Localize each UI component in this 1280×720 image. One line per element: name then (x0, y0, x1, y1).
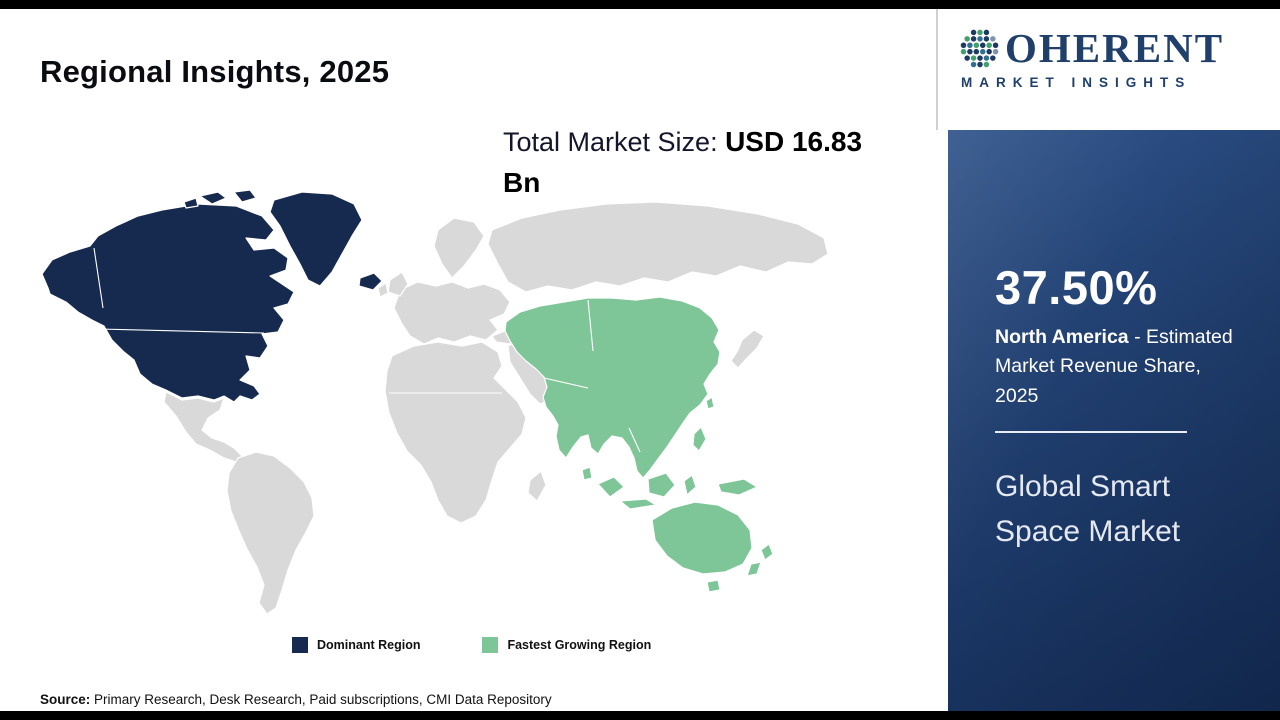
land-australia (651, 501, 753, 575)
land-philippines (692, 426, 707, 452)
land-arctic-island-3 (183, 197, 199, 209)
right-info-panel: 37.50% North America - Estimated Market … (948, 130, 1280, 720)
land-arctic-island-1 (199, 191, 227, 205)
land-new-guinea (717, 478, 758, 496)
land-ireland (377, 282, 389, 298)
land-russia (487, 201, 829, 293)
land-central-south-east-asia (504, 296, 721, 479)
page-title: Regional Insights, 2025 (40, 53, 390, 89)
logo-globe-c-icon (960, 29, 999, 68)
land-new-zealand-north (760, 543, 774, 561)
land-java (619, 498, 657, 510)
border-us-canada (97, 328, 265, 334)
land-sulawesi (683, 474, 697, 496)
land-iceland (358, 272, 383, 291)
land-south-america (226, 451, 315, 615)
region-asia-pacific (504, 296, 774, 593)
border-kazakhstan-china (587, 299, 594, 352)
logo-wordmark-text: OHERENT (1005, 24, 1225, 71)
market-share-rest: - Estimated Market Revenue Share, 2025 (995, 326, 1233, 407)
total-market-size: Total Market Size: USD 16.83 Bn (503, 122, 907, 203)
vertical-divider (936, 9, 938, 130)
world-map-svg (41, 189, 829, 615)
land-new-zealand-south (746, 561, 762, 577)
market-name: Global Smart Space Market (995, 470, 1181, 548)
logo-wordmark: OHERENT (958, 26, 1273, 70)
border-pakistan-india (543, 377, 589, 389)
market-share-description: North America - Estimated Market Revenue… (995, 323, 1239, 411)
land-tasmania (706, 579, 721, 593)
panel-divider (995, 431, 1187, 433)
total-market-size-label: Total Market Size: (503, 127, 726, 157)
source-text: Primary Research, Desk Research, Paid su… (90, 692, 552, 707)
land-mexico-central-america (163, 391, 243, 463)
land-arctic-island-2 (233, 189, 257, 203)
total-market-size-value: USD 16.83 Bn (503, 126, 863, 198)
land-africa (384, 341, 527, 524)
top-black-bar (0, 0, 1280, 9)
land-greenland (269, 191, 363, 287)
bottom-black-bar (0, 711, 1280, 720)
land-japan (730, 329, 765, 369)
world-map (40, 188, 920, 628)
land-scandinavia (433, 217, 485, 279)
land-madagascar (527, 470, 547, 502)
border-india-myanmar (628, 427, 641, 453)
dominant-region-swatch (292, 637, 308, 653)
legend-item-dominant: Dominant Region (292, 637, 420, 653)
logo-subtitle: MARKET INSIGHTS (961, 75, 1192, 90)
border-alaska-canada (93, 247, 104, 309)
fastest-growing-region-swatch (482, 637, 499, 653)
land-canada-usa-alaska (41, 203, 295, 403)
land-sumatra (597, 476, 625, 498)
coherent-logo: OHERENT MARKET INSIGHTS (958, 26, 1273, 90)
land-borneo (647, 472, 676, 498)
land-taiwan (705, 396, 715, 410)
region-north-america (41, 189, 383, 403)
dominant-region-label: Dominant Region (317, 638, 421, 652)
land-europe (393, 281, 511, 345)
market-share-value: 37.50% (995, 261, 1158, 314)
country-borders (93, 247, 641, 453)
land-sri-lanka (581, 466, 593, 481)
legend-item-fastest-growing: Fastest Growing Region (482, 637, 651, 653)
source-line: Source: Primary Research, Desk Research,… (40, 692, 552, 707)
map-legend: Dominant Region Fastest Growing Region (292, 637, 651, 653)
market-share-region: North America (995, 326, 1129, 348)
source-label: Source: (40, 692, 91, 707)
land-uk (387, 271, 409, 297)
fastest-growing-region-label: Fastest Growing Region (507, 638, 652, 652)
